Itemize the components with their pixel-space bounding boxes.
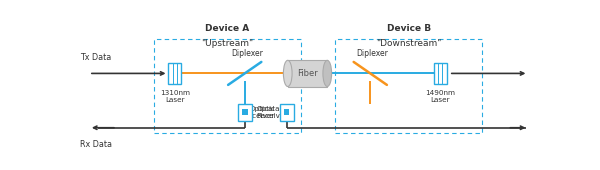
- Text: Fiber: Fiber: [297, 69, 318, 78]
- Text: Optical
Receiver: Optical Receiver: [244, 106, 275, 118]
- Bar: [238, 104, 252, 121]
- Bar: [154, 39, 301, 133]
- Text: Diplexer: Diplexer: [231, 49, 263, 58]
- Bar: [242, 109, 248, 115]
- Text: Rx Data: Rx Data: [80, 140, 112, 149]
- Text: Device A: Device A: [205, 24, 250, 33]
- Ellipse shape: [323, 60, 332, 87]
- Text: Tx Data: Tx Data: [80, 53, 111, 62]
- Text: Optical
Receiver: Optical Receiver: [256, 106, 288, 118]
- Bar: [280, 104, 293, 121]
- Text: "Upstream": "Upstream": [202, 39, 254, 48]
- Bar: [284, 109, 289, 115]
- Bar: [335, 39, 482, 133]
- Text: "Downstream": "Downstream": [376, 39, 442, 48]
- Bar: [434, 63, 446, 84]
- Bar: [169, 63, 181, 84]
- Text: 1310nm
Laser: 1310nm Laser: [160, 90, 190, 103]
- Text: Diplexer: Diplexer: [356, 49, 389, 58]
- Text: Device B: Device B: [387, 24, 431, 33]
- Ellipse shape: [283, 60, 292, 87]
- Bar: [288, 60, 327, 87]
- Text: 1490nm
Laser: 1490nm Laser: [425, 90, 455, 103]
